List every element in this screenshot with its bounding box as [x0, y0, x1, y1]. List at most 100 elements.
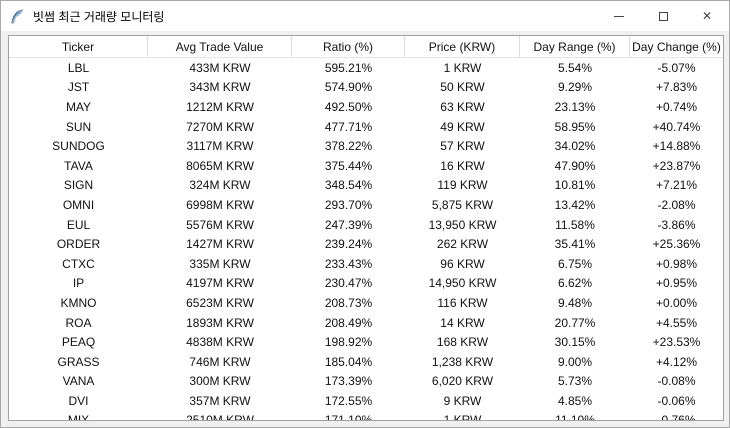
cell-price: 16 KRW: [440, 158, 485, 173]
cell-day-range: 4.85%: [557, 393, 593, 408]
cell-ticker: SIGN: [63, 178, 94, 193]
cell-ticker: CTXC: [62, 256, 95, 271]
table-row[interactable]: SUNDOG 3117M KRW 378.22% 57 KRW 34.02% +…: [9, 136, 723, 156]
cell-ticker: KMNO: [60, 295, 97, 310]
cell-day-change: -0.76%: [657, 413, 696, 421]
table-row[interactable]: MIX 2510M KRW 171.10% 1 KRW 11.10% -0.76…: [9, 411, 723, 421]
cell-avg-trade-value: 3117M KRW: [186, 139, 254, 154]
cell-avg-trade-value: 7270M KRW: [186, 119, 254, 134]
cell-ratio: 492.50%: [324, 99, 373, 114]
cell-day-change: +40.74%: [652, 119, 701, 134]
cell-avg-trade-value: 746M KRW: [189, 354, 251, 369]
close-button[interactable]: ✕: [685, 1, 729, 31]
cell-ratio: 198.92%: [324, 335, 373, 350]
cell-day-change: +0.95%: [655, 276, 698, 291]
cell-day-change: +7.83%: [655, 80, 698, 95]
table-row[interactable]: IP 4197M KRW 230.47% 14,950 KRW 6.62% +0…: [9, 274, 723, 294]
minimize-button[interactable]: [597, 1, 641, 31]
cell-price: 14,950 KRW: [428, 276, 497, 291]
table-row[interactable]: ROA 1893M KRW 208.49% 14 KRW 20.77% +4.5…: [9, 313, 723, 333]
cell-price: 50 KRW: [440, 80, 485, 95]
column-header-avg-trade-value[interactable]: Avg Trade Value: [148, 36, 292, 57]
table-row[interactable]: OMNI 6998M KRW 293.70% 5,875 KRW 13.42% …: [9, 195, 723, 215]
table-row[interactable]: JST 343M KRW 574.90% 50 KRW 9.29% +7.83%: [9, 78, 723, 98]
cell-price: 9 KRW: [443, 393, 482, 408]
cell-ticker: OMNI: [62, 197, 95, 212]
cell-avg-trade-value: 300M KRW: [189, 374, 251, 389]
column-header-day-range[interactable]: Day Range (%): [520, 36, 630, 57]
cell-ticker: TAVA: [64, 158, 93, 173]
cell-price: 13,950 KRW: [428, 217, 497, 232]
table-row[interactable]: TAVA 8065M KRW 375.44% 16 KRW 47.90% +23…: [9, 156, 723, 176]
column-header-day-change[interactable]: Day Change (%): [632, 39, 721, 54]
cell-price: 262 KRW: [436, 237, 489, 252]
table-row[interactable]: DVI 357M KRW 172.55% 9 KRW 4.85% -0.06%: [9, 391, 723, 411]
cell-price: 57 KRW: [440, 139, 485, 154]
column-header-ratio[interactable]: Ratio (%): [292, 36, 405, 57]
cell-ticker: LBL: [67, 60, 90, 75]
table-body: LBL 433M KRW 595.21% 1 KRW 5.54% -5.07% …: [9, 58, 723, 421]
cell-ratio: 375.44%: [324, 158, 373, 173]
python-feather-icon: [11, 9, 24, 23]
minimize-icon: [614, 15, 624, 17]
cell-day-change: -5.07%: [657, 60, 696, 75]
table-row[interactable]: SIGN 324M KRW 348.54% 119 KRW 10.81% +7.…: [9, 176, 723, 196]
cell-day-range: 20.77%: [554, 315, 596, 330]
cell-ticker: ROA: [65, 315, 92, 330]
cell-avg-trade-value: 4838M KRW: [186, 335, 254, 350]
cell-ratio: 247.39%: [324, 217, 373, 232]
cell-ratio: 230.47%: [324, 276, 373, 291]
cell-day-range: 30.15%: [554, 335, 596, 350]
cell-day-change: +7.21%: [655, 178, 698, 193]
cell-ticker: IP: [72, 276, 85, 291]
cell-price: 5,875 KRW: [431, 197, 494, 212]
cell-ticker: EUL: [66, 217, 91, 232]
column-header-price[interactable]: Price (KRW): [405, 36, 520, 57]
cell-price: 49 KRW: [440, 119, 485, 134]
cell-ratio: 171.10%: [324, 413, 373, 421]
cell-day-range: 10.81%: [554, 178, 596, 193]
table-row[interactable]: CTXC 335M KRW 233.43% 96 KRW 6.75% +0.98…: [9, 254, 723, 274]
cell-day-range: 47.90%: [554, 158, 596, 173]
cell-price: 6,020 KRW: [431, 374, 494, 389]
cell-avg-trade-value: 2510M KRW: [186, 413, 254, 421]
trade-table: Ticker Avg Trade Value Ratio (%) Price (…: [8, 35, 724, 421]
cell-ticker: MAY: [65, 99, 92, 114]
cell-ticker: JST: [67, 80, 90, 95]
cell-price: 63 KRW: [440, 99, 485, 114]
table-row[interactable]: KMNO 6523M KRW 208.73% 116 KRW 9.48% +0.…: [9, 293, 723, 313]
table-row[interactable]: ORDER 1427M KRW 239.24% 262 KRW 35.41% +…: [9, 234, 723, 254]
cell-ratio: 239.24%: [324, 237, 373, 252]
window-controls: ✕: [597, 1, 729, 31]
cell-day-range: 9.00%: [557, 354, 593, 369]
cell-day-range: 11.58%: [555, 217, 595, 232]
cell-ratio: 293.70%: [324, 197, 373, 212]
cell-day-change: +25.36%: [652, 237, 701, 252]
column-header-ticker[interactable]: Ticker: [9, 36, 148, 57]
maximize-icon: [658, 11, 668, 21]
cell-day-range: 9.48%: [557, 295, 593, 310]
cell-day-change: +0.74%: [655, 99, 698, 114]
table-row[interactable]: SUN 7270M KRW 477.71% 49 KRW 58.95% +40.…: [9, 117, 723, 137]
maximize-button[interactable]: [641, 1, 685, 31]
cell-avg-trade-value: 4197M KRW: [186, 276, 254, 291]
cell-day-change: +4.55%: [655, 315, 698, 330]
titlebar: 빗썸 최근 거래량 모니터링 ✕: [1, 1, 729, 31]
cell-ratio: 208.73%: [324, 295, 373, 310]
cell-day-change: -3.86%: [657, 217, 696, 232]
cell-ratio: 378.22%: [324, 139, 373, 154]
cell-price: 1 KRW: [443, 413, 482, 421]
cell-avg-trade-value: 335M KRW: [189, 256, 251, 271]
table-row[interactable]: LBL 433M KRW 595.21% 1 KRW 5.54% -5.07%: [9, 58, 723, 78]
cell-day-change: +0.98%: [655, 256, 698, 271]
cell-avg-trade-value: 5576M KRW: [186, 217, 254, 232]
table-row[interactable]: VANA 300M KRW 173.39% 6,020 KRW 5.73% -0…: [9, 372, 723, 392]
cell-ratio: 185.04%: [324, 354, 373, 369]
cell-ratio: 208.49%: [324, 315, 373, 330]
table-row[interactable]: PEAQ 4838M KRW 198.92% 168 KRW 30.15% +2…: [9, 332, 723, 352]
table-row[interactable]: EUL 5576M KRW 247.39% 13,950 KRW 11.58% …: [9, 215, 723, 235]
cell-ticker: PEAQ: [61, 335, 96, 350]
cell-day-change: +23.53%: [652, 335, 701, 350]
table-row[interactable]: GRASS 746M KRW 185.04% 1,238 KRW 9.00% +…: [9, 352, 723, 372]
table-row[interactable]: MAY 1212M KRW 492.50% 63 KRW 23.13% +0.7…: [9, 97, 723, 117]
